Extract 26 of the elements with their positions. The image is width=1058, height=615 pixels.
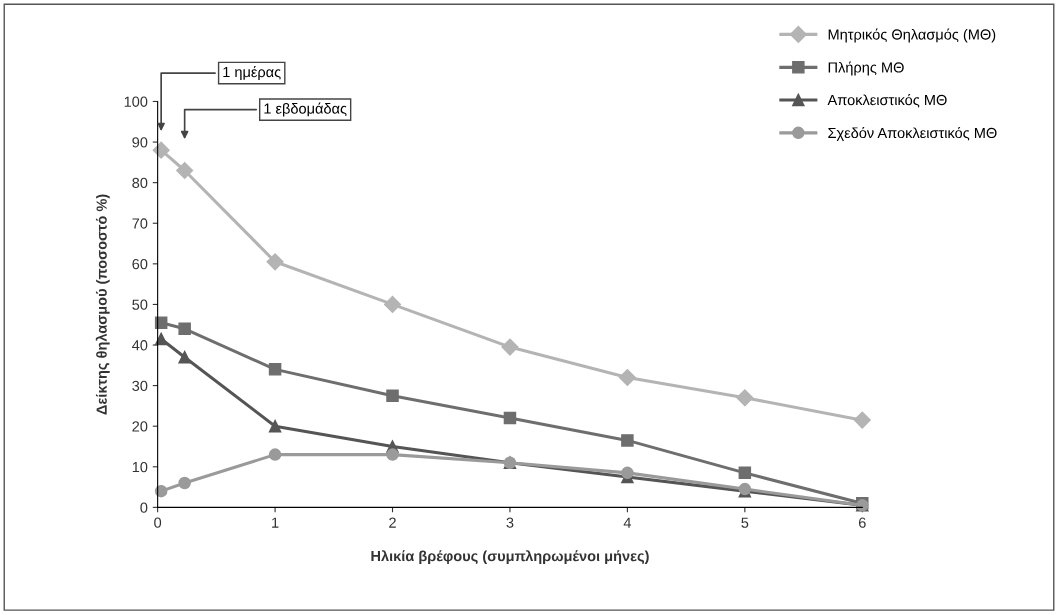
- legend-label: Σχεδόν Αποκλειστικός ΜΘ: [828, 126, 997, 141]
- y-tick-label: 40: [132, 340, 148, 351]
- legend-label: Πλήρης ΜΘ: [828, 61, 904, 76]
- y-axis-title: Δείκτης θηλασμού (ποσοστό %): [95, 194, 110, 415]
- y-tick-label: 70: [132, 218, 148, 229]
- x-tick-label: 5: [741, 517, 749, 528]
- y-tick-label: 100: [124, 96, 148, 107]
- x-tick-label: 0: [154, 517, 162, 528]
- y-tick-label: 50: [132, 299, 148, 310]
- y-tick-label: 10: [132, 461, 148, 473]
- y-tick-label: 30: [132, 380, 148, 392]
- x-tick-label: 4: [623, 517, 632, 528]
- legend-label: Αποκλειστικός ΜΘ: [827, 94, 947, 108]
- x-tick-label: 1: [272, 517, 279, 528]
- y-tick-label: 0: [140, 502, 148, 513]
- text: 1 ημέρας: [223, 66, 281, 81]
- x-tick-label: 2: [389, 517, 396, 528]
- legend-label: Μητρικός Θηλασμός (ΜΘ): [828, 28, 996, 43]
- x-tick-label: 3: [506, 517, 514, 528]
- y-tick-label: 80: [132, 177, 148, 189]
- y-tick-label: 20: [132, 421, 148, 432]
- x-axis-title: Ηλικία βρέφους (συμπληρωμένοι μήνες): [371, 550, 649, 565]
- y-tick-label: 90: [132, 137, 148, 148]
- annotation: 1 εβδομάδας: [264, 102, 347, 117]
- y-tick-label: 60: [132, 258, 148, 270]
- x-tick-label: 6: [858, 517, 866, 528]
